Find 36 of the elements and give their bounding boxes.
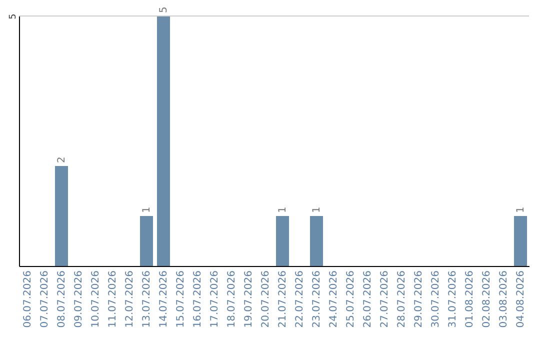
data-label: 2: [56, 156, 68, 163]
x-tick-label: 04.08.2026: [516, 270, 526, 328]
x-tick-label: 15.07.2026: [176, 270, 186, 328]
x-tick-label: 27.07.2026: [380, 270, 390, 328]
x-tick-label: 13.07.2026: [142, 270, 152, 328]
data-label: 1: [516, 206, 526, 213]
x-tick-label: 26.07.2026: [362, 270, 374, 328]
x-tick-label: 07.07.2026: [40, 270, 50, 328]
x-tick-label: 11.07.2026: [108, 270, 118, 328]
x-tick-label: 28.07.2026: [396, 270, 408, 328]
x-tick-label: 02.08.2026: [482, 270, 492, 328]
x-tick-label: 23.07.2026: [312, 270, 322, 328]
x-tick-label: 19.07.2026: [244, 270, 254, 328]
x-tick-label: 22.07.2026: [294, 270, 306, 328]
x-tick-label: 20.07.2026: [260, 270, 272, 328]
data-label: 1: [142, 206, 152, 213]
x-tick-label: 25.07.2026: [346, 270, 356, 328]
data-label: 1: [278, 206, 288, 213]
x-tick-label: 29.07.2026: [414, 270, 424, 328]
x-tick-label: 24.07.2026: [328, 270, 340, 328]
x-tick-label: 03.08.2026: [498, 270, 510, 328]
x-tick-label: 01.08.2026: [464, 270, 476, 328]
x-tick-label: 10.07.2026: [90, 270, 102, 328]
x-tick-label: 12.07.2026: [124, 270, 136, 328]
x-tick-label: 16.07.2026: [192, 270, 204, 328]
x-tick-label: 08.07.2026: [56, 270, 68, 328]
x-tick-label: 30.07.2026: [430, 270, 442, 328]
x-tick-label: 06.07.2026: [22, 270, 34, 328]
data-label: 1: [312, 206, 322, 213]
x-tick-label: 31.07.2026: [448, 270, 458, 328]
x-tick-label: 17.07.2026: [210, 270, 220, 328]
data-label: 5: [158, 6, 170, 13]
x-tick-label: 09.07.2026: [74, 270, 84, 328]
x-tick-label: 14.07.2026: [158, 270, 170, 328]
x-tick-label: 18.07.2026: [226, 270, 238, 328]
x-tick-label: 21.07.2026: [278, 270, 288, 328]
